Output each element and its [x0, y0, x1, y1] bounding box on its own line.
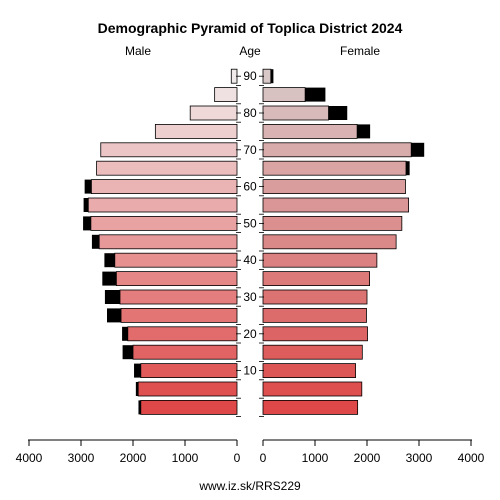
age-tick-label: 50: [243, 216, 257, 230]
female-bar-80-84: [262, 105, 329, 121]
male-excess-15-19: [122, 345, 133, 360]
age-axis: 10 20 30 40 50 60 70 80 90: [236, 69, 264, 418]
age-tick-label: 20: [243, 327, 257, 341]
male-bar-65-69: [96, 160, 238, 176]
female-bar-75-79: [262, 124, 358, 139]
female-bar-35-39: [262, 271, 370, 287]
female-bar-30-34: [262, 289, 368, 305]
female-bar-70-74: [262, 142, 412, 158]
male-bar-45-49: [98, 234, 238, 250]
age-tick-label: 90: [243, 69, 257, 83]
male-excess-10-14: [134, 363, 141, 378]
female-bar-15-19: [262, 344, 363, 360]
x-tick-label: 2000: [120, 451, 147, 465]
male-excess-40-44: [104, 253, 115, 268]
male-bar-10-14: [140, 363, 238, 379]
age-tick-label: 30: [243, 290, 257, 304]
x-axis: 4000 3000 2000 1000 0 0 1000 2000 3000 4000: [16, 439, 485, 465]
male-bar-20-24: [127, 326, 238, 342]
x-tick-label: 4000: [16, 451, 43, 465]
female-bar-25-29: [262, 307, 367, 323]
female-bar-20-24: [262, 326, 368, 342]
age-tick-label: 70: [243, 143, 257, 157]
male-bar-0-4: [140, 399, 238, 415]
male-excess-45-49: [91, 234, 100, 249]
male-bar-35-39: [115, 271, 238, 287]
male-label: Male: [125, 44, 151, 58]
x-tick-label: 1000: [302, 451, 329, 465]
x-tick-label: 3000: [68, 451, 95, 465]
male-excess-20-24: [122, 326, 128, 341]
male-bar-55-59: [87, 197, 238, 213]
male-bar-30-34: [119, 289, 238, 305]
chart-title: Demographic Pyramid of Toplica District …: [98, 20, 403, 36]
male-bar-60-64: [91, 179, 238, 195]
male-excess-0-4: [138, 400, 141, 415]
male-bar-70-74: [100, 142, 238, 158]
female-excess-80-84: [328, 106, 348, 120]
female-bar-85-89: [262, 87, 306, 102]
female-bar-40-44: [262, 252, 378, 268]
female-label: Female: [340, 44, 380, 58]
female-excess-65-69: [406, 161, 410, 176]
female-bar-65-69: [262, 160, 407, 176]
age-tick-label: 10: [243, 364, 257, 378]
x-tick-label: 4000: [458, 451, 485, 465]
female-bar-55-59: [262, 197, 410, 213]
female-bar-50-54: [262, 215, 403, 231]
male-bar-15-19: [132, 344, 238, 360]
female-excess-90+: [270, 69, 274, 84]
age-tick-label: 40: [243, 253, 257, 267]
footer-source: www.iz.sk/RRS229: [198, 479, 301, 493]
female-bar-5-9: [262, 381, 363, 397]
bars-layer: [83, 68, 425, 415]
male-bar-80-84: [189, 105, 238, 121]
female-bar-10-14: [262, 363, 356, 379]
male-bar-25-29: [120, 307, 238, 323]
male-excess-5-9: [135, 382, 139, 396]
female-excess-75-79: [357, 124, 371, 139]
x-tick-label: 2000: [354, 451, 381, 465]
female-bar-45-49: [262, 234, 397, 250]
male-excess-30-34: [104, 290, 120, 304]
male-excess-35-39: [102, 271, 117, 286]
x-tick-label: 0: [234, 451, 241, 465]
female-bar-0-4: [262, 399, 359, 415]
male-excess-60-64: [84, 179, 92, 194]
male-bar-50-54: [90, 215, 238, 231]
male-excess-50-54: [83, 216, 91, 231]
age-label: Age: [239, 44, 261, 58]
male-bar-75-79: [154, 124, 238, 139]
female-bar-90+: [262, 68, 272, 84]
female-excess-85-89: [305, 87, 326, 102]
x-tick-label: 3000: [406, 451, 433, 465]
x-tick-label: 1000: [172, 451, 199, 465]
male-bar-40-44: [114, 252, 238, 268]
male-bar-5-9: [137, 381, 238, 397]
x-tick-label: 0: [260, 451, 267, 465]
age-tick-label: 60: [243, 180, 257, 194]
male-excess-55-59: [83, 198, 89, 212]
age-tick-label: 80: [243, 106, 257, 120]
female-bar-60-64: [262, 179, 406, 195]
female-excess-70-74: [411, 142, 425, 157]
male-excess-25-29: [107, 308, 122, 323]
male-bar-85-89: [214, 87, 238, 102]
